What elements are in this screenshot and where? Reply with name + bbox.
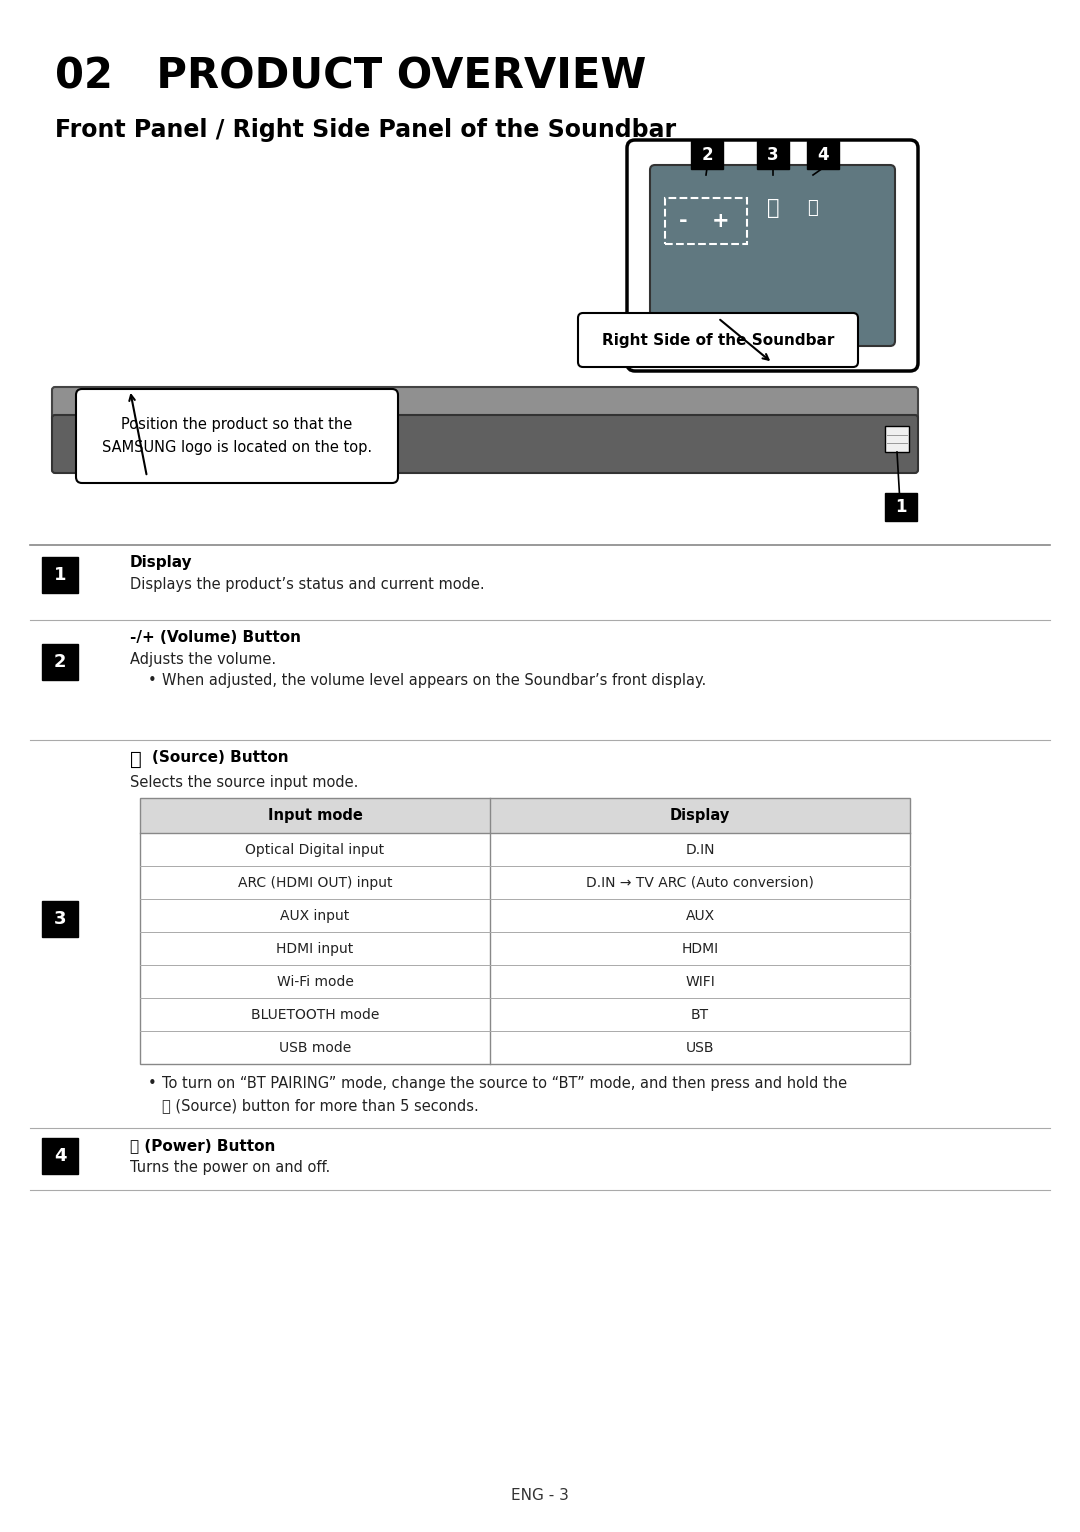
Text: ⎆: ⎆ (767, 198, 780, 218)
Text: •: • (148, 1075, 157, 1091)
Text: (Source) Button: (Source) Button (152, 751, 288, 764)
Text: To turn on “BT PAIRING” mode, change the source to “BT” mode, and then press and: To turn on “BT PAIRING” mode, change the… (162, 1075, 847, 1091)
Text: D.IN: D.IN (685, 843, 715, 856)
Text: AUX: AUX (686, 908, 715, 922)
Bar (140, 798, 910, 1065)
FancyBboxPatch shape (42, 558, 78, 593)
Text: HDMI input: HDMI input (276, 942, 353, 956)
Text: Adjusts the volume.: Adjusts the volume. (130, 653, 276, 666)
Text: USB: USB (686, 1040, 714, 1054)
Text: Selects the source input mode.: Selects the source input mode. (130, 775, 359, 791)
Text: When adjusted, the volume level appears on the Soundbar’s front display.: When adjusted, the volume level appears … (162, 673, 706, 688)
FancyBboxPatch shape (885, 493, 917, 521)
Text: 2: 2 (54, 653, 66, 671)
Text: D.IN → TV ARC (Auto conversion): D.IN → TV ARC (Auto conversion) (586, 875, 814, 890)
Text: WIFI: WIFI (685, 974, 715, 988)
FancyBboxPatch shape (52, 388, 918, 421)
Bar (665, 198, 747, 244)
Text: Position the product so that the
SAMSUNG logo is located on the top.: Position the product so that the SAMSUNG… (102, 417, 373, 455)
Text: 02   PRODUCT OVERVIEW: 02 PRODUCT OVERVIEW (55, 55, 646, 97)
Text: ⎆: ⎆ (130, 751, 141, 769)
Text: Wi-Fi mode: Wi-Fi mode (276, 974, 353, 988)
Text: -/+ (Volume) Button: -/+ (Volume) Button (130, 630, 301, 645)
Text: ARC (HDMI OUT) input: ARC (HDMI OUT) input (238, 875, 392, 890)
Text: Front Panel / Right Side Panel of the Soundbar: Front Panel / Right Side Panel of the So… (55, 118, 676, 142)
Text: HDMI: HDMI (681, 942, 718, 956)
Text: AUX input: AUX input (281, 908, 350, 922)
Bar (885, 426, 909, 452)
Text: Right Side of the Soundbar: Right Side of the Soundbar (602, 332, 834, 348)
FancyBboxPatch shape (650, 165, 895, 346)
FancyBboxPatch shape (807, 141, 839, 169)
Text: Turns the power on and off.: Turns the power on and off. (130, 1160, 330, 1175)
Text: 1: 1 (895, 498, 907, 516)
FancyBboxPatch shape (52, 415, 918, 473)
Text: 3: 3 (767, 146, 779, 164)
Text: -: - (678, 211, 687, 231)
Text: ⎆ (Source) button for more than 5 seconds.: ⎆ (Source) button for more than 5 second… (162, 1098, 478, 1114)
FancyBboxPatch shape (578, 313, 858, 368)
Text: ⏻ (Power) Button: ⏻ (Power) Button (130, 1138, 275, 1154)
FancyBboxPatch shape (42, 643, 78, 680)
Text: +: + (712, 211, 730, 231)
FancyBboxPatch shape (42, 1138, 78, 1174)
FancyBboxPatch shape (757, 141, 789, 169)
Text: •: • (148, 673, 157, 688)
Text: 3: 3 (54, 910, 66, 928)
Text: Display: Display (670, 807, 730, 823)
Text: Input mode: Input mode (268, 807, 363, 823)
Text: USB mode: USB mode (279, 1040, 351, 1054)
Text: 1: 1 (54, 565, 66, 584)
FancyBboxPatch shape (691, 141, 723, 169)
Bar (140, 798, 910, 833)
Text: 2: 2 (701, 146, 713, 164)
Text: ENG - 3: ENG - 3 (511, 1488, 569, 1503)
FancyBboxPatch shape (76, 389, 399, 483)
FancyBboxPatch shape (42, 901, 78, 938)
Text: BLUETOOTH mode: BLUETOOTH mode (251, 1008, 379, 1022)
Text: SAMSUNG: SAMSUNG (83, 400, 131, 409)
Text: ⏻: ⏻ (808, 199, 819, 218)
Text: BT: BT (691, 1008, 710, 1022)
Text: 4: 4 (54, 1147, 66, 1164)
Text: Displays the product’s status and current mode.: Displays the product’s status and curren… (130, 578, 485, 591)
Text: Display: Display (130, 555, 192, 570)
FancyBboxPatch shape (627, 139, 918, 371)
Text: 4: 4 (818, 146, 828, 164)
Text: Optical Digital input: Optical Digital input (245, 843, 384, 856)
